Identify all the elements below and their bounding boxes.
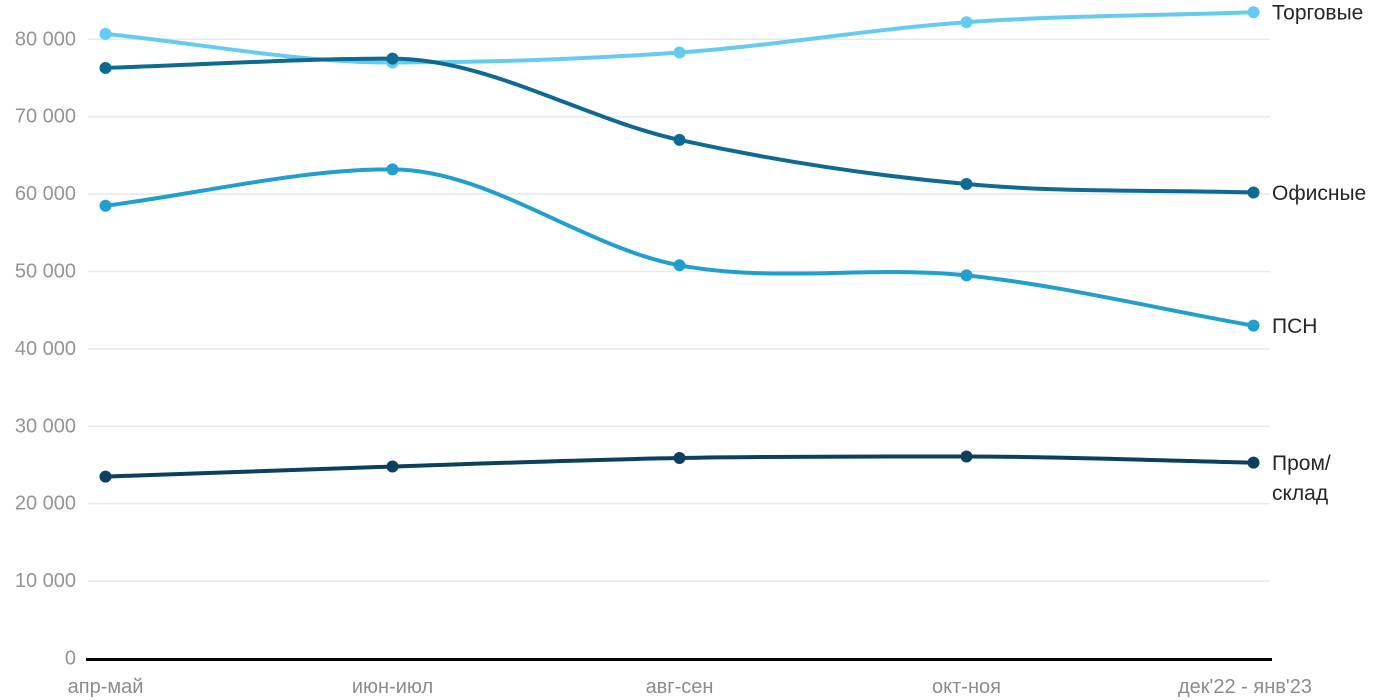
y-tick-label-20000: 20 000 [15,493,76,515]
data-point-ofisnye-3[interactable] [960,178,973,191]
data-point-prom-sklad-3[interactable] [960,450,973,463]
data-point-prom-sklad-1[interactable] [386,460,399,473]
data-point-torgovye-2[interactable] [673,46,686,59]
y-tick-label-80000: 80 000 [15,28,76,50]
data-point-psn-4[interactable] [1247,319,1260,332]
data-point-torgovye-3[interactable] [960,16,973,29]
data-point-ofisnye-1[interactable] [386,52,399,65]
data-point-ofisnye-4[interactable] [1247,186,1260,199]
y-tick-label-10000: 10 000 [15,570,76,592]
data-point-ofisnye-0[interactable] [99,61,112,74]
y-tick-label-40000: 40 000 [15,338,76,360]
x-tick-label-4: дек'22 - янв'23 [1178,676,1312,698]
series-label-torgovye: Торговые [1272,2,1363,25]
series-label-prom-sklad-line1: Пром/ [1272,452,1331,475]
data-point-prom-sklad-4[interactable] [1247,456,1260,469]
data-point-torgovye-0[interactable] [99,27,112,40]
data-point-torgovye-4[interactable] [1247,6,1260,19]
series-label-prom-sklad-line2: склад [1272,482,1328,505]
series-label-psn: ПСН [1272,315,1317,338]
series-line-psn [103,167,1256,328]
data-point-prom-sklad-2[interactable] [673,452,686,465]
data-point-psn-0[interactable] [99,199,112,212]
series-label-ofisnye: Офисные [1272,182,1366,205]
y-tick-label-30000: 30 000 [15,415,76,437]
x-tick-label-1: июн-июл [352,676,433,698]
x-tick-label-2: авг-сен [646,676,714,698]
series-line-ofisnye [103,56,1256,195]
y-tick-label-0: 0 [65,648,76,670]
y-tick-label-60000: 60 000 [15,183,76,205]
data-point-ofisnye-2[interactable] [673,133,686,146]
data-point-psn-1[interactable] [386,163,399,176]
data-point-psn-3[interactable] [960,269,973,282]
x-tick-label-3: окт-ноя [932,676,1001,698]
data-point-psn-2[interactable] [673,259,686,272]
x-tick-label-0: апр-май [68,676,144,698]
y-tick-label-50000: 50 000 [15,261,76,283]
y-tick-label-70000: 70 000 [15,106,76,128]
data-point-prom-sklad-0[interactable] [99,470,112,483]
